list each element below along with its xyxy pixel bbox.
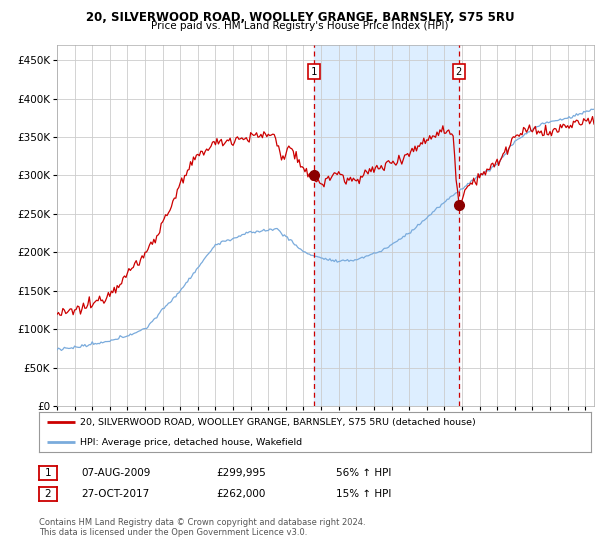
Text: Price paid vs. HM Land Registry's House Price Index (HPI): Price paid vs. HM Land Registry's House … bbox=[151, 21, 449, 31]
Text: 2: 2 bbox=[455, 67, 462, 77]
Text: HPI: Average price, detached house, Wakefield: HPI: Average price, detached house, Wake… bbox=[80, 438, 302, 447]
Text: 2: 2 bbox=[44, 489, 52, 499]
Text: £299,995: £299,995 bbox=[216, 468, 266, 478]
Text: 56% ↑ HPI: 56% ↑ HPI bbox=[336, 468, 391, 478]
Text: 20, SILVERWOOD ROAD, WOOLLEY GRANGE, BARNSLEY, S75 5RU (detached house): 20, SILVERWOOD ROAD, WOOLLEY GRANGE, BAR… bbox=[80, 418, 476, 427]
Text: 15% ↑ HPI: 15% ↑ HPI bbox=[336, 489, 391, 499]
Text: 1: 1 bbox=[44, 468, 52, 478]
Text: £262,000: £262,000 bbox=[216, 489, 265, 499]
Bar bbox=[314, 45, 459, 406]
Text: 27-OCT-2017: 27-OCT-2017 bbox=[81, 489, 149, 499]
Text: 07-AUG-2009: 07-AUG-2009 bbox=[81, 468, 151, 478]
Text: Contains HM Land Registry data © Crown copyright and database right 2024.
This d: Contains HM Land Registry data © Crown c… bbox=[39, 518, 365, 538]
Text: 1: 1 bbox=[311, 67, 317, 77]
Text: 20, SILVERWOOD ROAD, WOOLLEY GRANGE, BARNSLEY, S75 5RU: 20, SILVERWOOD ROAD, WOOLLEY GRANGE, BAR… bbox=[86, 11, 514, 24]
